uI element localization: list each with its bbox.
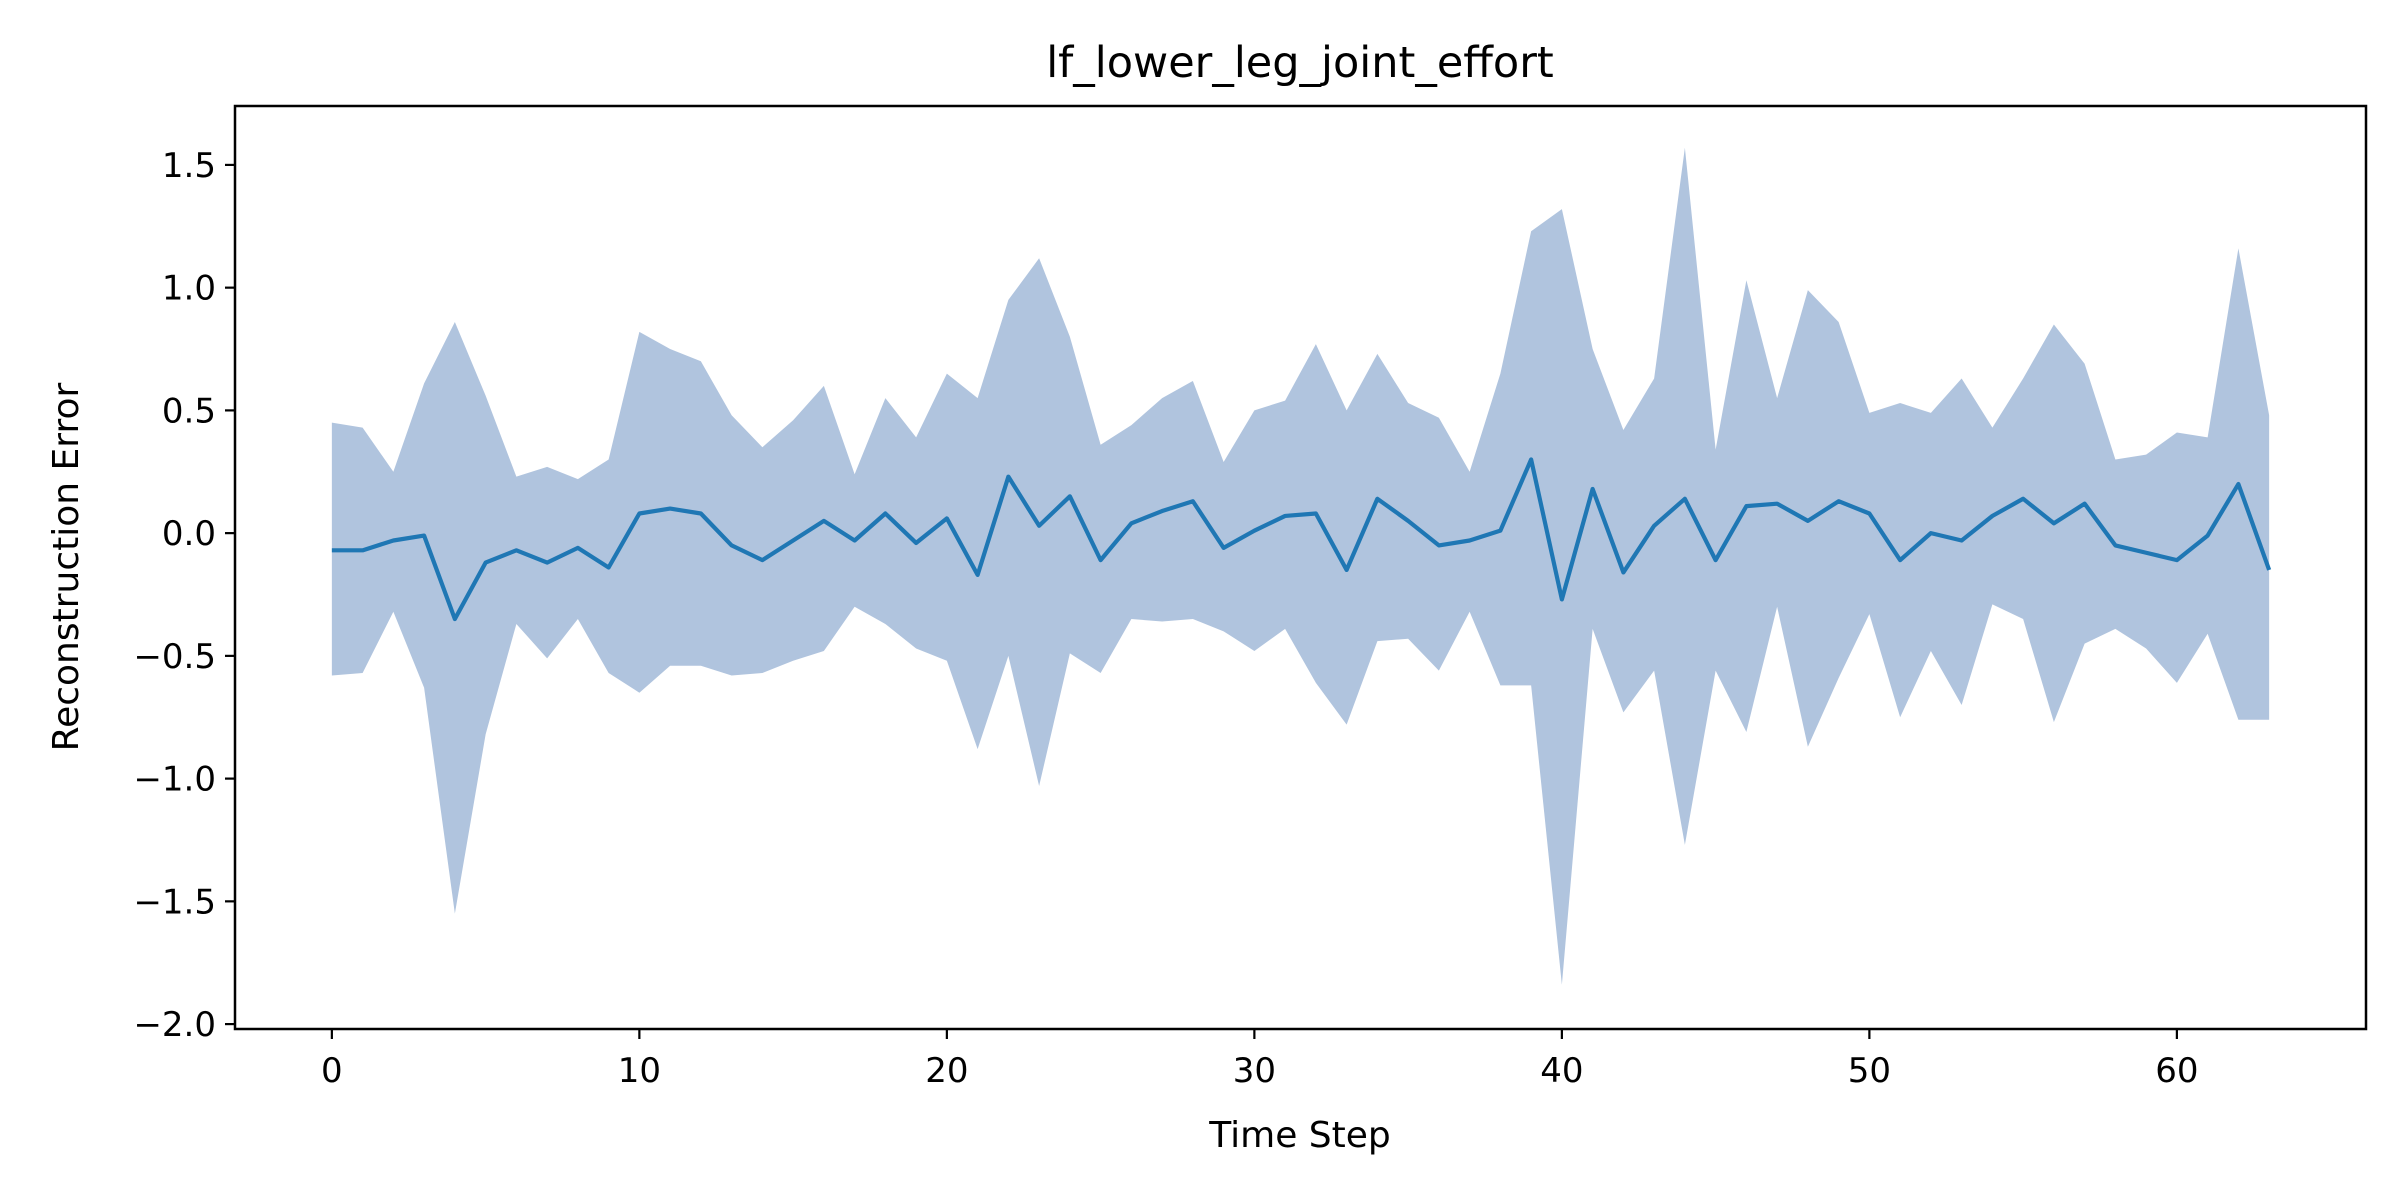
data-point — [1313, 510, 1319, 516]
y-tick-label: −2.0 — [133, 1005, 216, 1045]
data-point — [1713, 557, 1719, 563]
data-point — [913, 540, 919, 546]
x-tick-label: 10 — [618, 1051, 661, 1091]
data-point — [1590, 486, 1596, 492]
data-point — [1866, 510, 1872, 516]
x-tick-label: 0 — [321, 1051, 343, 1091]
data-point — [1897, 557, 1903, 563]
data-point — [2266, 567, 2272, 573]
data-point — [1620, 569, 1626, 575]
plot-area-frame — [233, 104, 2368, 1031]
data-point — [1436, 542, 1442, 548]
y-tick-label: 1.0 — [162, 269, 216, 309]
x-axis-label: Time Step — [1208, 1115, 1391, 1156]
series-line — [331, 457, 2272, 622]
data-point — [698, 510, 704, 516]
data-point — [975, 572, 981, 578]
data-point — [1528, 456, 1534, 462]
uncertainty-band — [331, 147, 2270, 985]
data-point — [1190, 498, 1196, 504]
data-point — [1005, 474, 1011, 480]
y-tick-label: 0.0 — [162, 514, 216, 554]
data-point — [1036, 523, 1042, 529]
data-point — [452, 616, 458, 622]
data-point — [2020, 496, 2026, 502]
x-tick-label: 20 — [925, 1051, 968, 1091]
data-point — [2143, 550, 2149, 556]
data-point — [1067, 493, 1073, 499]
data-point — [1251, 528, 1257, 534]
data-point — [2112, 542, 2118, 548]
data-point — [821, 518, 827, 524]
data-point — [1959, 538, 1965, 544]
data-point — [667, 506, 673, 512]
uncertainty-band-layer — [331, 147, 2270, 985]
data-point — [1497, 528, 1503, 534]
data-point — [329, 547, 335, 553]
y-tick-label: 1.5 — [162, 146, 216, 186]
data-point — [1282, 513, 1288, 519]
data-point — [2174, 557, 2180, 563]
data-point — [882, 510, 888, 516]
data-point — [944, 515, 950, 521]
data-point — [2235, 481, 2241, 487]
y-tick-label: −1.0 — [133, 760, 216, 800]
data-point — [1743, 503, 1749, 509]
y-tick-label: 0.5 — [162, 391, 216, 431]
chart-title: lf_lower_leg_joint_effort — [1046, 38, 1554, 88]
data-point — [606, 565, 612, 571]
data-point — [729, 542, 735, 548]
x-axis-ticks: 0 10 20 30 40 50 60 — [321, 1029, 2199, 1091]
y-axis-label: Reconstruction Error — [46, 383, 87, 752]
data-point — [1774, 501, 1780, 507]
x-tick-label: 40 — [1540, 1051, 1583, 1091]
data-point — [1128, 520, 1134, 526]
data-point — [1098, 557, 1104, 563]
y-axis-ticks: −2.0 −1.5 −1.0 −0.5 0.0 0.5 1.0 1.5 — [133, 146, 235, 1045]
data-point — [1928, 530, 1934, 536]
data-point — [2082, 501, 2088, 507]
data-point — [513, 547, 519, 553]
data-point — [636, 510, 642, 516]
series-line-layer — [329, 456, 2272, 622]
data-point — [421, 533, 427, 539]
data-point — [852, 538, 858, 544]
data-point — [1836, 498, 1842, 504]
data-point — [790, 538, 796, 544]
data-point — [1374, 496, 1380, 502]
data-point — [1989, 513, 1995, 519]
data-point — [1405, 518, 1411, 524]
y-tick-label: −1.5 — [133, 882, 216, 922]
data-point — [1221, 545, 1227, 551]
x-tick-label: 60 — [2155, 1051, 2198, 1091]
x-tick-label: 30 — [1233, 1051, 1276, 1091]
data-point — [1805, 518, 1811, 524]
data-point — [483, 560, 489, 566]
data-point — [1344, 567, 1350, 573]
data-point — [1159, 508, 1165, 514]
data-point — [544, 560, 550, 566]
data-point — [360, 547, 366, 553]
data-point — [1682, 496, 1688, 502]
x-tick-label: 50 — [1848, 1051, 1891, 1091]
data-point — [2205, 533, 2211, 539]
y-tick-label: −0.5 — [133, 637, 216, 677]
data-point — [1559, 596, 1565, 602]
data-point — [390, 538, 396, 544]
data-point — [1467, 538, 1473, 544]
data-point — [1651, 523, 1657, 529]
data-point — [575, 545, 581, 551]
data-point — [2051, 520, 2057, 526]
data-point — [759, 557, 765, 563]
